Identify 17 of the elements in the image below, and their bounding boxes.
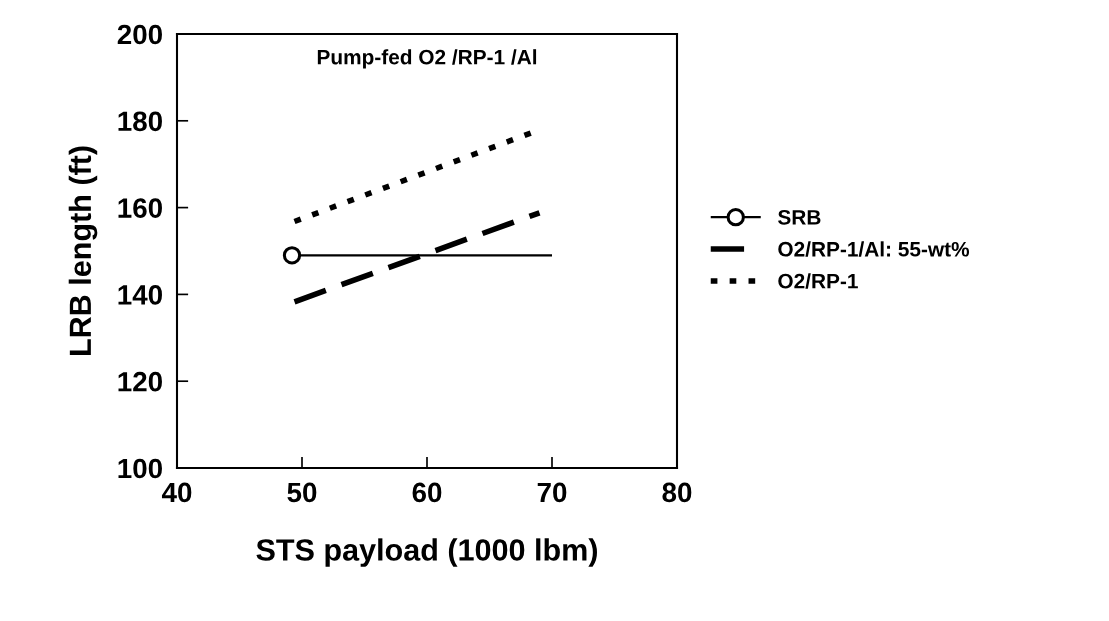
text: Pump-fed O2 /RP-1 /Al xyxy=(317,49,537,69)
y-axis-title: LRB length (ft) xyxy=(68,146,98,356)
y-tick-label: 120 xyxy=(118,371,162,392)
y-tick-label: 140 xyxy=(118,285,162,305)
legend-label: SRB xyxy=(778,209,821,225)
x-tick-label: 40 xyxy=(161,482,192,503)
x-tick-label: 50 xyxy=(287,482,317,503)
x-tick-label: 70 xyxy=(537,482,567,503)
y-tick-label: 200 xyxy=(117,24,162,45)
x-tick-label: 60 xyxy=(412,482,442,503)
y-tick-label: 180 xyxy=(118,111,162,132)
y-tick-label: 160 xyxy=(118,198,162,218)
legend-label: O2/RP-1 xyxy=(778,273,858,289)
y-tick-label: 100 xyxy=(118,458,162,479)
x-axis-title: STS payload (1000 lbm) xyxy=(256,538,597,567)
x-tick-label: 80 xyxy=(662,482,692,503)
legend-label: O2/RP-1/Al: 55-wt% xyxy=(778,241,970,257)
